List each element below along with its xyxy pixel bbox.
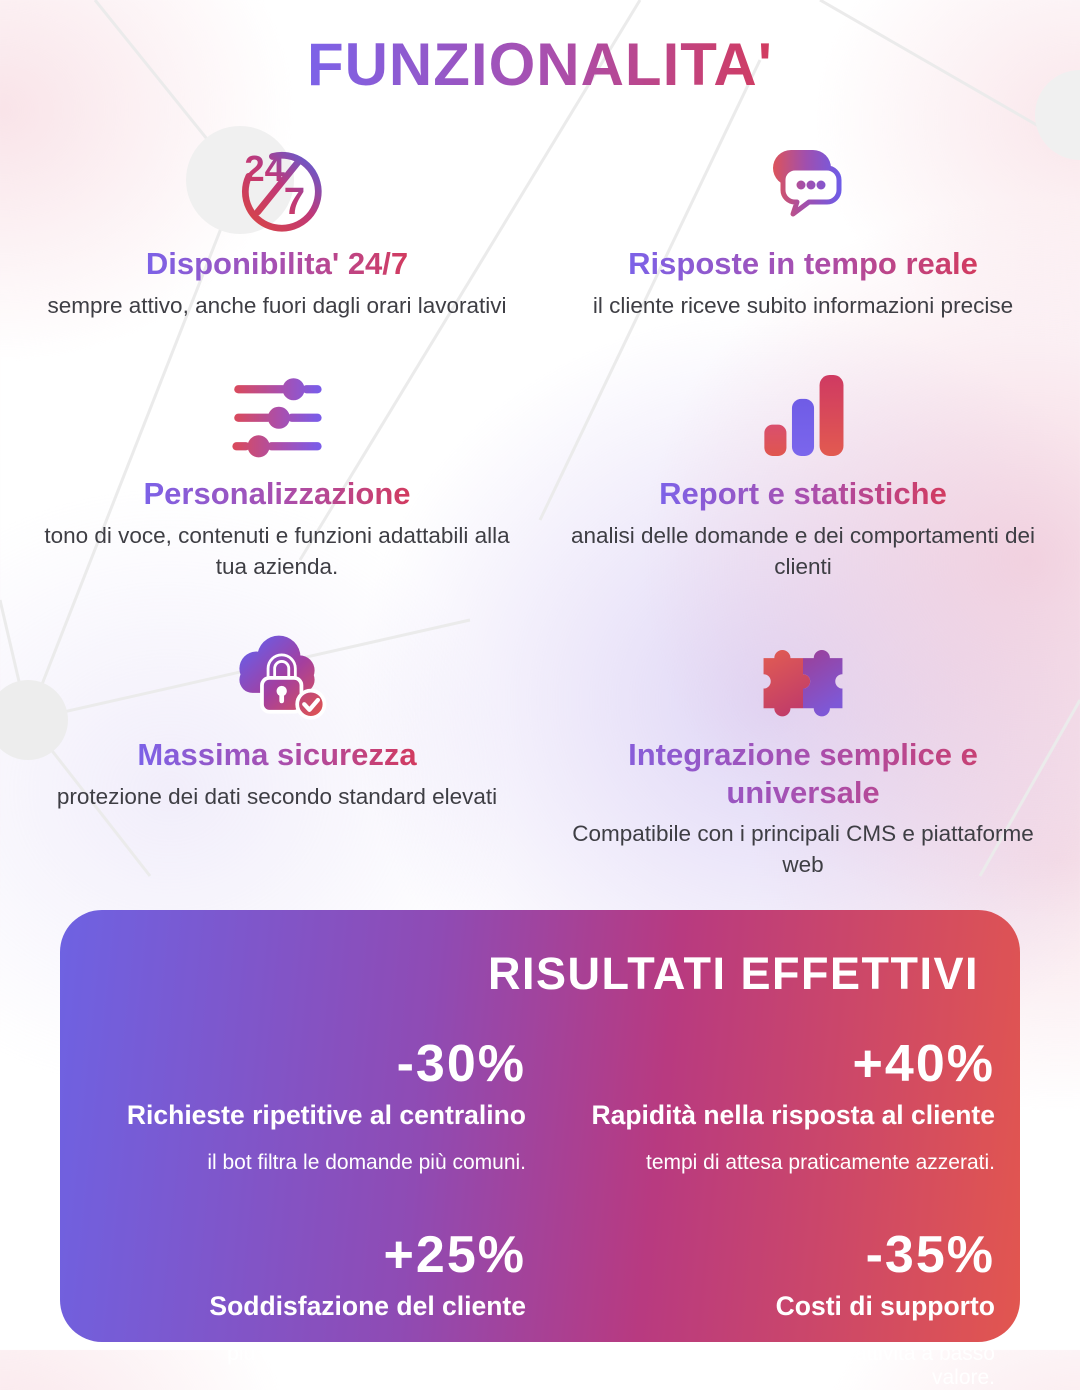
stat-description: il bot filtra le domande più comuni. [207, 1151, 526, 1175]
feature-title: Massima sicurezza [137, 736, 417, 772]
feature-description: sempre attivo, anche fuori dagli orari l… [47, 292, 507, 318]
stat-description: più chiarezza e assistenza 24/7. [227, 1342, 526, 1366]
feature-description: tono di voce, contenuti e funzioni adatt… [44, 522, 510, 579]
sliders-icon [231, 367, 323, 463]
feature-description: protezione dei dati secondo standard ele… [56, 783, 498, 809]
stat-value: -35% [865, 1226, 995, 1285]
feature-description: il cliente riceve subito informazioni pr… [592, 292, 1014, 318]
stat-cell-customer-satisfaction: +25% Soddisfazione del cliente più chiar… [85, 1225, 540, 1390]
bar-chart-icon [757, 367, 849, 463]
results-card: RISULTATI EFFETTIVI -30% Richieste ripet… [60, 910, 1020, 1389]
page-title: FUNZIONALITA' [0, 0, 1080, 99]
feature-description: Compatibile con i principali CMS e piatt… [572, 821, 1034, 878]
feature-title: Personalizzazione [143, 475, 411, 511]
features-grid: 24 7 Disponibilita' 24/7 sempre attivo, … [0, 137, 1080, 880]
feature-card-availability: 24 7 Disponibilita' 24/7 sempre attivo, … [26, 137, 528, 321]
feature-card-personalization: Personalizzazione tono di voce, contenut… [26, 367, 528, 582]
clock-24-7-icon: 24 7 [229, 137, 325, 233]
results-title: RISULTATI EFFETTIVI [488, 948, 979, 1000]
stat-cell-repetitive-requests: -30% Richieste ripetitive al centralino … [85, 1034, 540, 1175]
stat-label: Soddisfazione del cliente [209, 1291, 526, 1322]
feature-card-realtime: Risposte in tempo reale il cliente ricev… [552, 137, 1054, 321]
stat-description: tempi di attesa praticamente azzerati. [645, 1151, 995, 1175]
stats-grid: -30% Richieste ripetitive al centralino … [85, 1034, 995, 1390]
svg-text:7: 7 [284, 180, 305, 223]
page-title-text: FUNZIONALITA' [306, 31, 774, 98]
feature-title: Report e statistiche [659, 475, 947, 511]
cloud-lock-icon [224, 628, 330, 724]
feature-card-security: Massima sicurezza protezione dei dati se… [26, 628, 528, 881]
stat-cell-response-speed: +40% Rapidità nella risposta al cliente … [540, 1034, 995, 1175]
infographic-page: { "header": { "title": "FUNZIONALITA'" }… [0, 0, 1080, 1350]
chat-bubbles-icon [753, 137, 853, 233]
stat-value: +25% [383, 1226, 526, 1285]
puzzle-icon [751, 628, 855, 724]
feature-card-reports: Report e statistiche analisi delle doman… [552, 367, 1054, 582]
stat-value: -30% [396, 1035, 526, 1094]
feature-title: Disponibilita' 24/7 [145, 246, 409, 281]
stat-cell-support-costs: -35% Costi di supporto meno tempo speso … [540, 1225, 995, 1390]
network-pattern-decoration [0, 0, 1080, 877]
feature-description: analisi delle domande e dei comportament… [570, 522, 1036, 579]
feature-title: Risposte in tempo reale [628, 246, 978, 281]
feature-title: Integrazione semplice e universale [568, 736, 1038, 812]
stat-value: +40% [852, 1035, 995, 1094]
feature-card-integration: Integrazione semplice e universale Compa… [552, 628, 1054, 881]
stat-label: Rapidità nella risposta al cliente [591, 1100, 995, 1131]
stat-label: Richieste ripetitive al centralino [126, 1100, 526, 1131]
stat-label: Costi di supporto [775, 1291, 995, 1322]
